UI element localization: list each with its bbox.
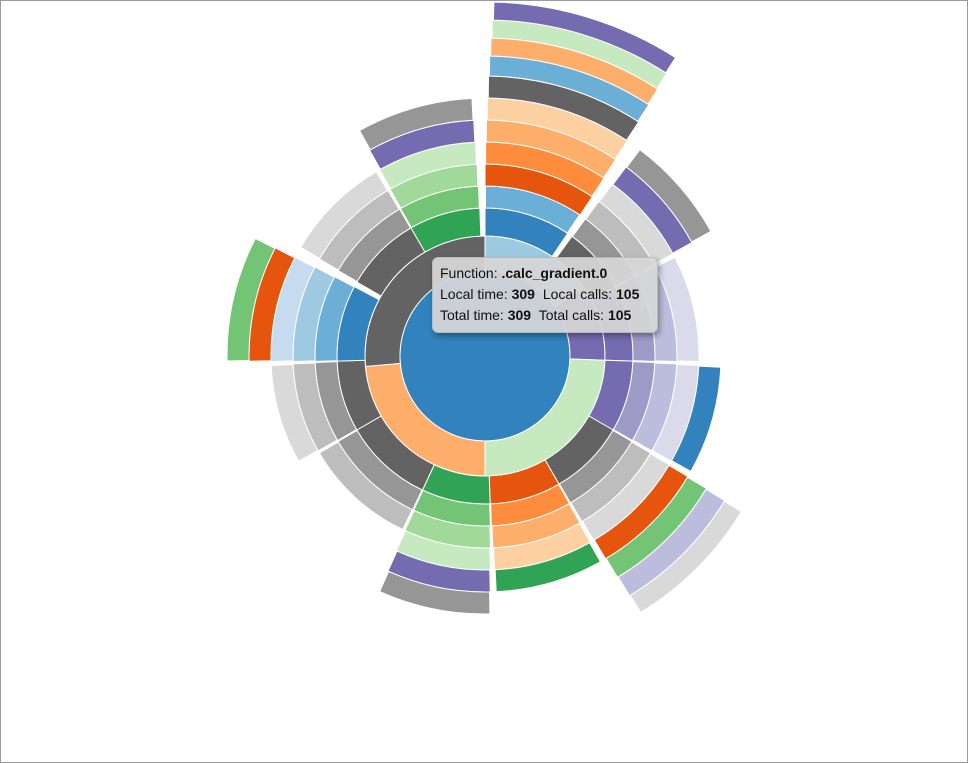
tooltip-total-time-value: 309 bbox=[507, 307, 532, 323]
tooltip-local-row: Local time: 309 Local calls: 105 bbox=[440, 284, 650, 305]
sunburst-segment[interactable] bbox=[358, 97, 474, 151]
sunburst-segment[interactable] bbox=[625, 148, 712, 243]
tooltip-function-name: .calc_gradient.0 bbox=[501, 265, 608, 281]
sunburst-segment[interactable] bbox=[629, 500, 743, 614]
sunburst-segment[interactable] bbox=[492, 1, 677, 74]
tooltip-function-row: Function: .calc_gradient.0 bbox=[440, 263, 650, 284]
tooltip-total-calls-label: Total calls: bbox=[538, 307, 605, 323]
sunburst-segment[interactable] bbox=[378, 570, 491, 615]
tooltip-local-time-label: Local time: bbox=[440, 286, 508, 302]
function-tooltip: Function: .calc_gradient.0 Local time: 3… bbox=[432, 257, 658, 333]
sunburst-segment[interactable] bbox=[318, 441, 413, 531]
tooltip-total-time-label: Total time: bbox=[440, 307, 504, 323]
sunburst-segment[interactable] bbox=[270, 363, 319, 462]
tooltip-local-calls-value: 105 bbox=[616, 286, 640, 302]
tooltip-local-time-value: 309 bbox=[511, 286, 535, 302]
sunburst-segment[interactable] bbox=[670, 365, 722, 473]
sunburst-segment[interactable] bbox=[300, 171, 389, 260]
tooltip-total-calls-value: 105 bbox=[607, 307, 632, 323]
sunburst-segment[interactable] bbox=[494, 541, 602, 593]
sunburst-segment[interactable] bbox=[226, 237, 276, 362]
tooltip-local-calls-label: Local calls: bbox=[542, 286, 613, 302]
tooltip-total-row: Total time: 309 Total calls: 105 bbox=[440, 305, 650, 326]
tooltip-function-label: Function: bbox=[440, 265, 498, 281]
sunburst-segment[interactable] bbox=[654, 256, 700, 362]
